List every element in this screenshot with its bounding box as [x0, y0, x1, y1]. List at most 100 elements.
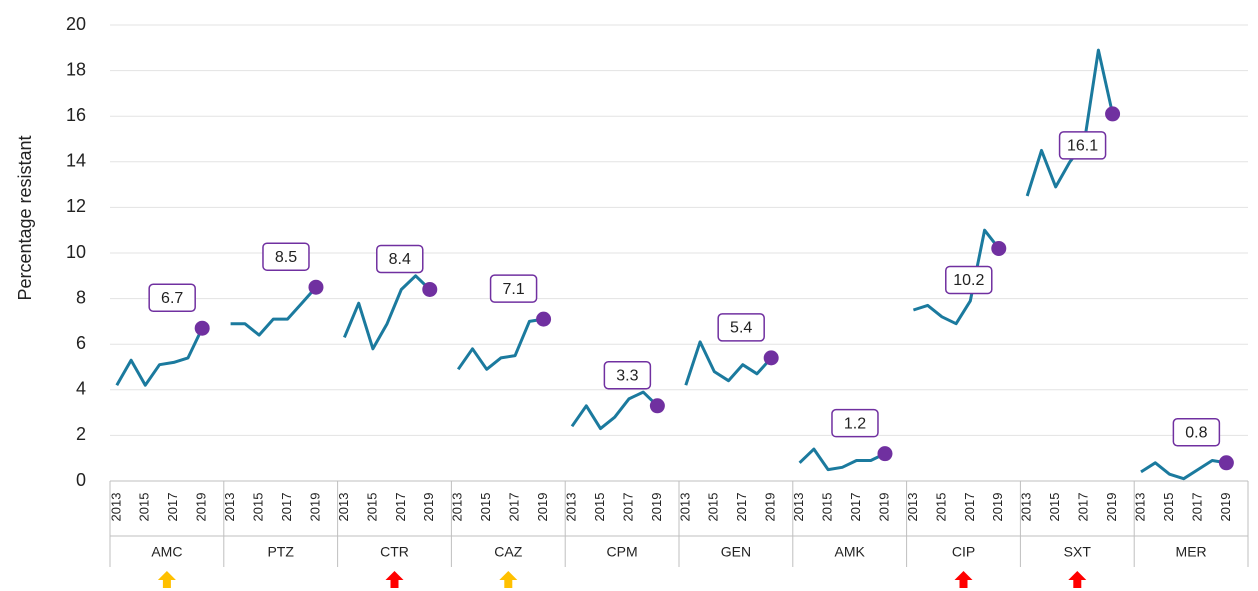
value-label: 8.4 [389, 251, 411, 268]
last-point [991, 240, 1007, 256]
x-tick-label: 2015 [592, 493, 607, 522]
x-tick-label: 2017 [1076, 493, 1091, 522]
x-tick-label: 2019 [535, 493, 550, 522]
value-label-box [376, 244, 424, 274]
x-tick-label: 2013 [1019, 493, 1034, 522]
x-tick-label: 2019 [649, 493, 664, 522]
trend-arrow [954, 571, 973, 588]
x-tick-label: 2017 [848, 493, 863, 522]
value-label: 7.1 [502, 281, 524, 298]
group-label: CTR [380, 544, 409, 560]
value-label: 1.2 [844, 415, 866, 432]
last-point [1218, 455, 1234, 471]
group-label: SXT [1064, 544, 1092, 560]
last-point [422, 281, 438, 297]
last-point [194, 320, 210, 336]
trend-arrow [499, 571, 518, 588]
last-point [877, 446, 893, 462]
group-label: AMK [835, 544, 866, 560]
value-label-box [489, 274, 538, 303]
x-tick-label: 2013 [677, 493, 692, 522]
value-label: 16.1 [1067, 138, 1098, 155]
x-tick-label: 2017 [279, 493, 294, 522]
y-tick-label: 16 [66, 105, 86, 125]
value-label-box [831, 408, 879, 438]
x-tick-label: 2019 [763, 493, 778, 522]
y-axis-label: Percentage resistant [15, 135, 35, 300]
x-tick-label: 2019 [1218, 493, 1233, 522]
x-tick-label: 2015 [251, 493, 266, 522]
x-tick-label: 2019 [990, 493, 1005, 522]
value-label: 0.8 [1185, 424, 1207, 441]
series-line [1140, 459, 1227, 481]
y-tick-label: 2 [76, 424, 86, 444]
trend-arrow [1068, 571, 1087, 588]
y-tick-label: 4 [76, 379, 86, 399]
x-tick-label: 2017 [620, 493, 635, 522]
x-tick-label: 2013 [563, 493, 578, 522]
series-line [798, 447, 886, 472]
y-tick-label: 18 [66, 59, 86, 79]
trend-arrow [385, 571, 404, 588]
x-tick-label: 2013 [1132, 493, 1147, 522]
x-tick-label: 2019 [421, 493, 436, 522]
y-tick-label: 20 [66, 14, 86, 34]
y-tick-label: 0 [76, 470, 86, 490]
x-tick-label: 2013 [905, 493, 920, 522]
group-label: GEN [721, 544, 751, 560]
value-label-box [1058, 131, 1107, 160]
x-tick-label: 2015 [1161, 493, 1176, 522]
x-tick-label: 2015 [364, 493, 379, 522]
value-label-box [717, 313, 765, 342]
y-tick-label: 10 [66, 242, 86, 262]
x-tick-label: 2019 [194, 493, 209, 522]
last-point [1105, 106, 1121, 122]
x-tick-label: 2013 [450, 493, 465, 522]
series-line [570, 390, 659, 431]
last-point [763, 350, 779, 366]
series-line [456, 317, 544, 371]
value-label-box [1172, 418, 1221, 447]
last-point [649, 398, 665, 414]
x-tick-label: 2015 [820, 493, 835, 522]
value-label: 5.4 [730, 320, 752, 337]
x-tick-label: 2015 [933, 493, 948, 522]
x-tick-label: 2015 [706, 493, 721, 522]
series-line [343, 274, 431, 351]
value-label: 3.3 [616, 367, 638, 384]
x-tick-label: 2017 [1189, 493, 1204, 522]
y-tick-label: 8 [76, 287, 86, 307]
x-tick-label: 2013 [336, 493, 351, 522]
value-label-box [945, 265, 993, 295]
series-line [684, 340, 773, 386]
x-tick-label: 2019 [1104, 493, 1119, 522]
x-tick-label: 2015 [478, 493, 493, 522]
x-tick-label: 2019 [307, 493, 322, 522]
x-tick-label: 2019 [876, 493, 891, 522]
group-label: CIP [952, 544, 975, 560]
series-line [115, 327, 204, 387]
group-label: PTZ [267, 544, 294, 560]
value-label-box [262, 242, 310, 271]
x-tick-label: 2015 [1047, 493, 1062, 522]
group-label: AMC [151, 544, 182, 560]
x-tick-label: 2013 [791, 493, 806, 522]
x-tick-label: 2013 [108, 493, 123, 522]
x-tick-label: 2015 [137, 493, 152, 522]
group-label: CAZ [494, 544, 522, 560]
group-label: CPM [607, 544, 638, 560]
y-tick-label: 14 [66, 151, 86, 171]
trend-arrow [157, 571, 176, 588]
value-label: 6.7 [161, 290, 183, 307]
value-label-box [603, 361, 652, 390]
series-line [230, 286, 318, 337]
x-tick-label: 2017 [734, 493, 749, 522]
x-tick-label: 2017 [393, 493, 408, 522]
x-tick-label: 2017 [165, 493, 180, 522]
y-tick-label: 12 [66, 196, 86, 216]
x-tick-label: 2017 [962, 493, 977, 522]
last-point [308, 279, 324, 295]
value-label: 10.2 [953, 272, 984, 289]
series-line [912, 228, 1000, 326]
